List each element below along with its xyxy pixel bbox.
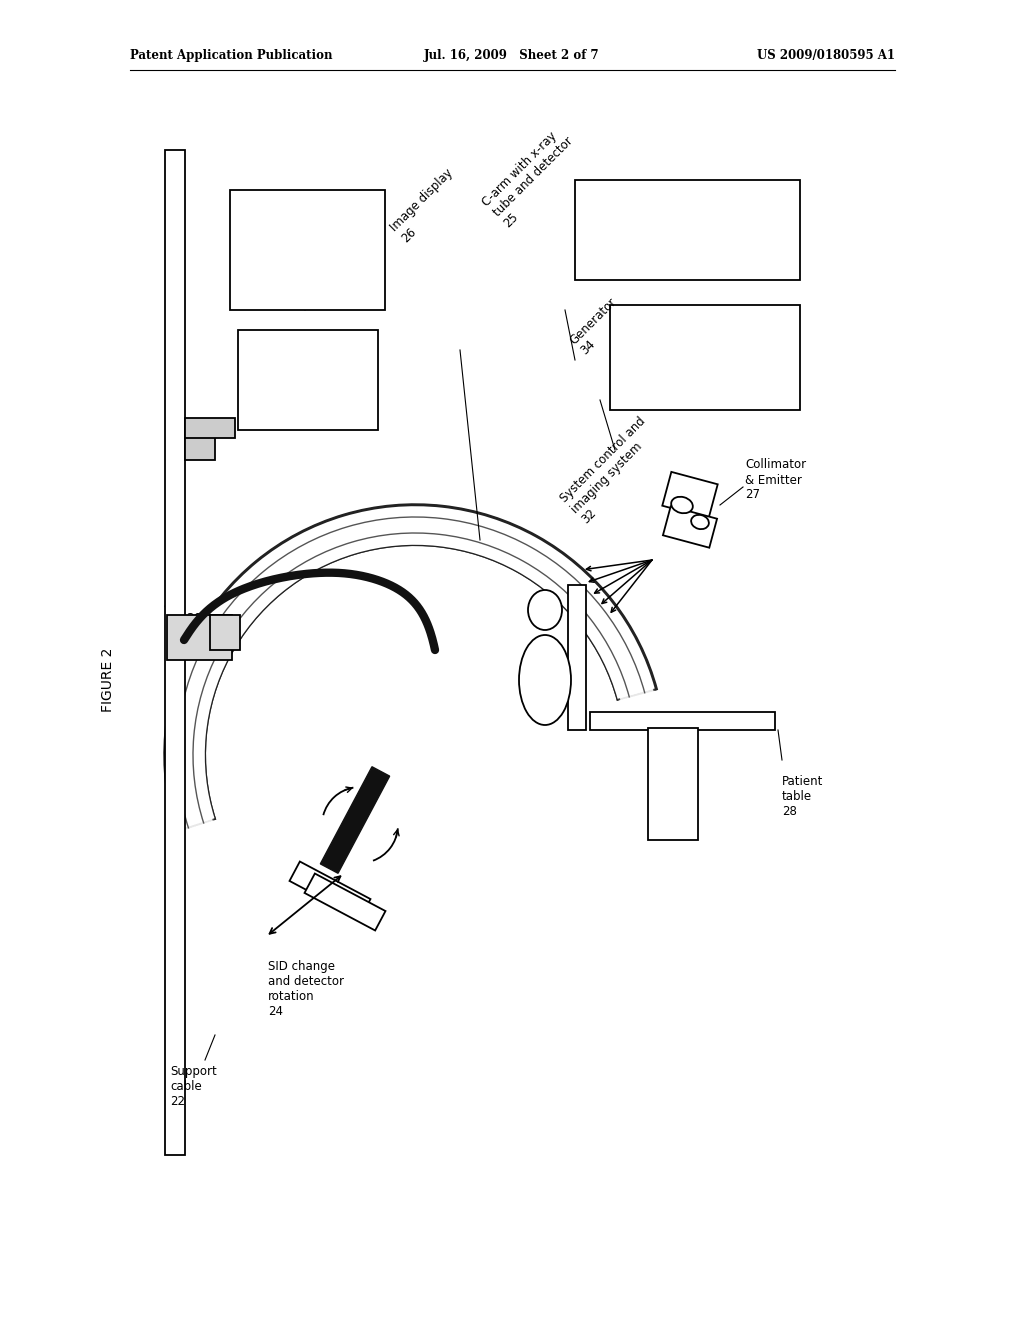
Ellipse shape [528, 590, 562, 630]
Text: Collimator
& Emitter
27: Collimator & Emitter 27 [745, 458, 806, 502]
Bar [210, 615, 240, 649]
Text: SID change
and detector
rotation
24: SID change and detector rotation 24 [268, 960, 344, 1018]
Text: Generator
34: Generator 34 [567, 294, 630, 358]
Bar [185, 420, 215, 459]
Bar [648, 729, 698, 840]
Bar [590, 711, 775, 730]
Bar [185, 418, 234, 438]
Text: Patent Application Publication: Patent Application Publication [130, 49, 333, 62]
Polygon shape [290, 862, 371, 919]
Text: Image display
26: Image display 26 [388, 166, 466, 246]
Text: Support
cable
22: Support cable 22 [170, 1065, 217, 1107]
Polygon shape [663, 507, 717, 548]
Text: Jul. 16, 2009   Sheet 2 of 7: Jul. 16, 2009 Sheet 2 of 7 [424, 49, 600, 62]
Text: System control and
imaging system
32: System control and imaging system 32 [558, 414, 670, 527]
Polygon shape [663, 471, 718, 519]
Polygon shape [321, 767, 390, 874]
Text: US 2009/0180595 A1: US 2009/0180595 A1 [757, 49, 895, 62]
Bar [610, 305, 800, 411]
Text: Patient
table
28: Patient table 28 [782, 775, 823, 818]
Bar [575, 180, 800, 280]
Text: FIGURE 2: FIGURE 2 [101, 648, 115, 713]
Text: C-arm with x-ray
tube and detector
25: C-arm with x-ray tube and detector 25 [480, 124, 586, 230]
Bar [238, 330, 378, 430]
Bar [230, 190, 385, 310]
Ellipse shape [691, 515, 709, 529]
Bar [568, 585, 586, 730]
Bar [165, 150, 185, 1155]
Bar [167, 615, 232, 660]
Ellipse shape [519, 635, 571, 725]
Ellipse shape [671, 496, 693, 513]
Text: 20: 20 [186, 611, 202, 624]
Polygon shape [304, 874, 385, 931]
